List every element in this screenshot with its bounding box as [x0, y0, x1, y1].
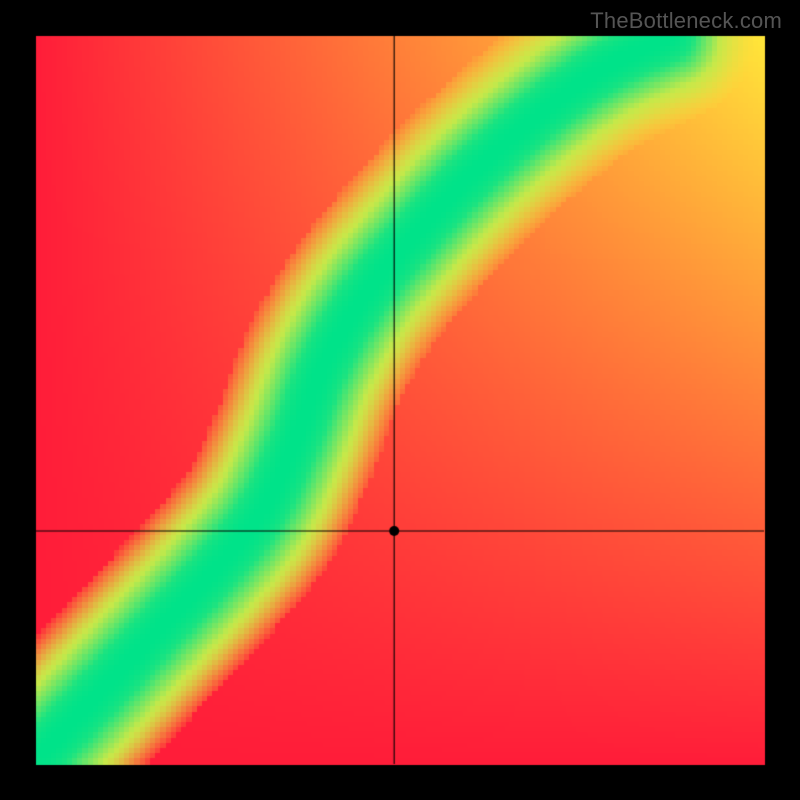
watermark-text: TheBottleneck.com [590, 8, 782, 34]
bottleneck-heatmap-chart: TheBottleneck.com [0, 0, 800, 800]
heatmap-canvas [0, 0, 800, 800]
